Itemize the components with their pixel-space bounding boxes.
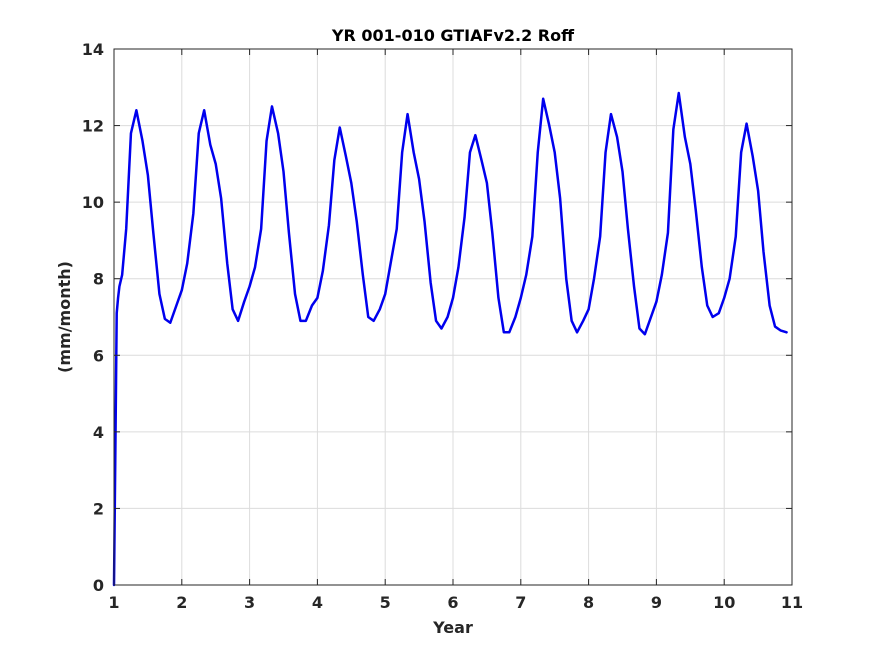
x-axis-label: Year bbox=[432, 618, 473, 637]
x-tick-label: 5 bbox=[380, 593, 391, 612]
x-tick-label: 11 bbox=[781, 593, 803, 612]
x-tick-label: 4 bbox=[312, 593, 323, 612]
x-tick-label: 3 bbox=[244, 593, 255, 612]
chart-title: YR 001-010 GTIAFv2.2 Roff bbox=[331, 26, 575, 45]
y-tick-label: 2 bbox=[93, 499, 104, 518]
series-layer bbox=[112, 91, 788, 587]
y-tick-label: 4 bbox=[93, 423, 104, 442]
y-tick-label: 12 bbox=[82, 117, 104, 136]
x-tick-label: 1 bbox=[108, 593, 119, 612]
x-tick-label: 7 bbox=[515, 593, 526, 612]
x-tick-label: 6 bbox=[447, 593, 458, 612]
runoff-series-line bbox=[112, 91, 788, 587]
y-tick-label: 14 bbox=[82, 40, 104, 59]
y-tick-label: 8 bbox=[93, 270, 104, 289]
y-axis-label: (mm/month) bbox=[55, 261, 74, 373]
y-tick-label: 0 bbox=[93, 576, 104, 595]
x-tick-label: 9 bbox=[651, 593, 662, 612]
x-tick-label: 10 bbox=[713, 593, 735, 612]
y-tick-label: 6 bbox=[93, 346, 104, 365]
grid bbox=[114, 49, 792, 585]
x-tick-label: 8 bbox=[583, 593, 594, 612]
y-tick-label: 10 bbox=[82, 193, 104, 212]
x-tick-label: 2 bbox=[176, 593, 187, 612]
